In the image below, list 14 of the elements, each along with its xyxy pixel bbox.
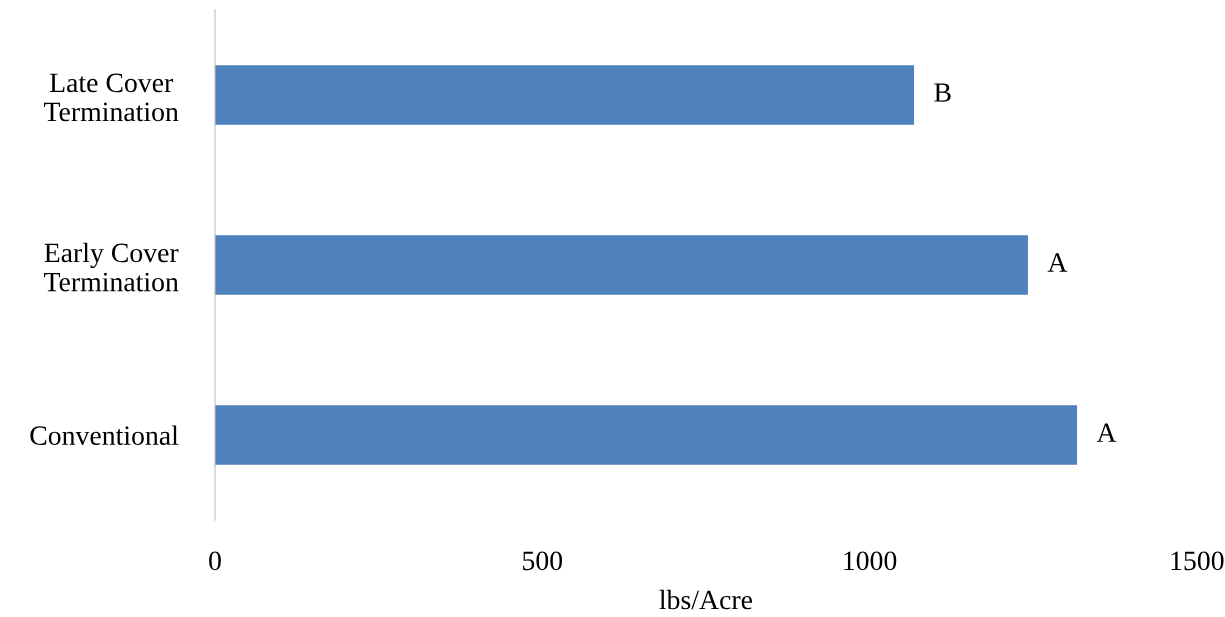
x-tick-label: 500 — [523, 551, 563, 571]
x-tick-label: 0 — [209, 551, 221, 571]
annotation: A — [1096, 423, 1117, 442]
y-tick-label: Conventional — [30, 425, 179, 445]
x-tick-label: 1000 — [844, 551, 897, 571]
y-tick-label: Early Cover Termination — [44, 242, 179, 292]
x-tick-label: 1500 — [1171, 551, 1224, 571]
bar — [214, 65, 915, 125]
annotation: B — [934, 83, 951, 102]
bar — [214, 235, 1028, 295]
annotation: A — [1047, 253, 1068, 272]
y-tick-label: Late Cover Termination — [44, 73, 179, 122]
x-axis-title: lbs/Acre — [659, 589, 752, 610]
bar — [214, 405, 1078, 465]
